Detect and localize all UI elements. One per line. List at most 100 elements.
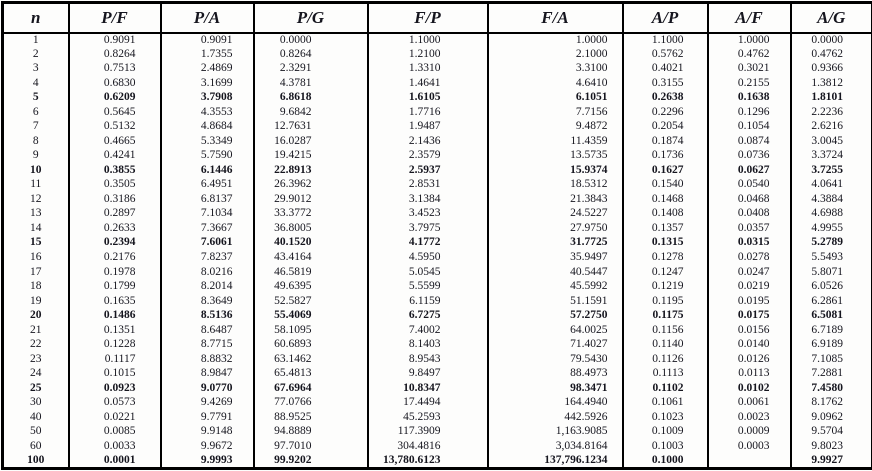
cell-pf: 0.6209 <box>67 90 162 106</box>
cell-fp: 5.5599 <box>366 279 489 295</box>
cell-pg: 55.4069 <box>252 308 369 324</box>
cell-pf: 0.5645 <box>67 105 162 120</box>
cell-fp: 5.0545 <box>366 265 489 280</box>
cell-ag: 6.5081 <box>789 308 872 324</box>
cell-pg: 97.7010 <box>252 439 369 454</box>
cell-pa: 9.0770 <box>159 381 255 396</box>
cell-pf: 0.2633 <box>67 221 162 236</box>
cell-pf: 0.1799 <box>67 279 162 295</box>
cell-pa: 8.7715 <box>159 337 255 353</box>
table-row: 30 0.0573 9.4269 77.0766 17.4494 164.4940 0.10… <box>1 395 872 411</box>
cell-pg: 26.3962 <box>252 177 369 193</box>
cell-pf: 0.3505 <box>67 177 162 193</box>
cell-pa: 6.4951 <box>159 177 255 193</box>
cell-fa: 164.4940 <box>486 395 624 411</box>
cell-ap: 0.1140 <box>621 337 709 353</box>
cell-n: 1 <box>1 32 70 48</box>
header-cell-pg: P/G <box>252 1 369 34</box>
cell-fa: 21.3843 <box>486 192 624 207</box>
cell-n: 3 <box>1 61 70 77</box>
cell-fa: 9.4872 <box>486 119 624 135</box>
cell-fp: 1.9487 <box>366 119 489 135</box>
table-row: 14 0.2633 7.3667 36.8005 3.7975 27.9750 0.1357… <box>1 221 872 236</box>
cell-n: 10 <box>1 163 70 178</box>
cell-n: 9 <box>1 148 70 164</box>
cell-pg: 67.6964 <box>252 381 369 396</box>
cell-n: 7 <box>1 119 70 135</box>
cell-ap: 0.1175 <box>621 308 709 324</box>
cell-fa: 24.5227 <box>486 206 624 222</box>
cell-fa: 3,034.8164 <box>486 439 624 454</box>
cell-ap: 0.1468 <box>621 192 709 207</box>
cell-pg: 88.9525 <box>252 410 369 425</box>
cell-fp: 304.4816 <box>366 439 489 454</box>
table-row: 13 0.2897 7.1034 33.3772 3.4523 24.5227 0.1408… <box>1 206 872 222</box>
cell-pa: 7.3667 <box>159 221 255 236</box>
table-row: 19 0.1635 8.3649 52.5827 6.1159 51.1591 0.1195… <box>1 294 872 309</box>
cell-fa: 137,796.1234 <box>486 453 624 469</box>
cell-pg: 4.3781 <box>252 76 369 91</box>
cell-fa: 27.9750 <box>486 221 624 236</box>
cell-n: 50 <box>1 424 70 440</box>
cell-ap: 0.1357 <box>621 221 709 236</box>
cell-fa: 57.2750 <box>486 308 624 324</box>
cell-af: 0.0736 <box>706 148 792 164</box>
cell-ag: 2.2236 <box>789 105 872 120</box>
cell-n: 20 <box>1 308 70 324</box>
cell-ap: 0.1627 <box>621 163 709 178</box>
cell-pf: 0.1117 <box>67 352 162 367</box>
cell-pg: 16.0287 <box>252 134 369 149</box>
cell-pf: 0.0085 <box>67 424 162 440</box>
cell-fp: 7.4002 <box>366 323 489 338</box>
cell-af <box>706 453 792 469</box>
cell-pa: 2.4869 <box>159 61 255 77</box>
cell-n: 8 <box>1 134 70 149</box>
table-row: 5 0.6209 3.7908 6.8618 1.6105 6.1051 0.2638 0.1… <box>1 90 872 106</box>
cell-af: 0.0023 <box>706 410 792 425</box>
cell-fp: 2.1436 <box>366 134 489 149</box>
cell-ag: 4.3884 <box>789 192 872 207</box>
cell-n: 2 <box>1 47 70 62</box>
cell-n: 14 <box>1 221 70 236</box>
cell-fp: 1.7716 <box>366 105 489 120</box>
table-row: 24 0.1015 8.9847 65.4813 9.8497 88.4973 0.1113… <box>1 366 872 382</box>
cell-n: 25 <box>1 381 70 396</box>
cell-af: 0.3021 <box>706 61 792 77</box>
cell-fa: 98.3471 <box>486 381 624 396</box>
cell-fp: 9.8497 <box>366 366 489 382</box>
cell-ag: 7.1085 <box>789 352 872 367</box>
table-row: 11 0.3505 6.4951 26.3962 2.8531 18.5312 0.1540… <box>1 177 872 193</box>
cell-pg: 94.8889 <box>252 424 369 440</box>
cell-pg: 49.6395 <box>252 279 369 295</box>
header-cell-pa: P/A <box>159 1 255 34</box>
cell-ag: 7.4580 <box>789 381 872 396</box>
cell-ap: 0.1023 <box>621 410 709 425</box>
cell-pf: 0.0573 <box>67 395 162 411</box>
cell-ap: 0.2054 <box>621 119 709 135</box>
cell-fp: 8.1403 <box>366 337 489 353</box>
table-row: 1 0.9091 0.9091 0.0000 1.1000 1.0000 1.1000 1.0… <box>1 32 872 48</box>
cell-n: 18 <box>1 279 70 295</box>
cell-pf: 0.1351 <box>67 323 162 338</box>
cell-pf: 0.7513 <box>67 61 162 77</box>
cell-fa: 35.9497 <box>486 250 624 265</box>
cell-fp: 6.7275 <box>366 308 489 324</box>
cell-pf: 0.1228 <box>67 337 162 353</box>
table-row: 50 0.0085 9.9148 94.8889 117.3909 1,163.9085 0… <box>1 424 872 440</box>
cell-fa: 2.1000 <box>486 47 624 62</box>
cell-fp: 1.3310 <box>366 61 489 77</box>
cell-ap: 1.1000 <box>621 32 709 48</box>
cell-pf: 0.4241 <box>67 148 162 164</box>
cell-ap: 0.1195 <box>621 294 709 309</box>
cell-ag: 9.8023 <box>789 439 872 454</box>
cell-pa: 8.2014 <box>159 279 255 295</box>
table-row: 2 0.8264 1.7355 0.8264 1.2100 2.1000 0.5762 0.4… <box>1 47 872 62</box>
cell-pf: 0.0221 <box>67 410 162 425</box>
cell-ag: 6.2861 <box>789 294 872 309</box>
cell-pg: 43.4164 <box>252 250 369 265</box>
cell-pa: 7.1034 <box>159 206 255 222</box>
cell-ag: 5.5493 <box>789 250 872 265</box>
table-row: 4 0.6830 3.1699 4.3781 1.4641 4.6410 0.3155 0.2… <box>1 76 872 91</box>
cell-pa: 8.6487 <box>159 323 255 338</box>
